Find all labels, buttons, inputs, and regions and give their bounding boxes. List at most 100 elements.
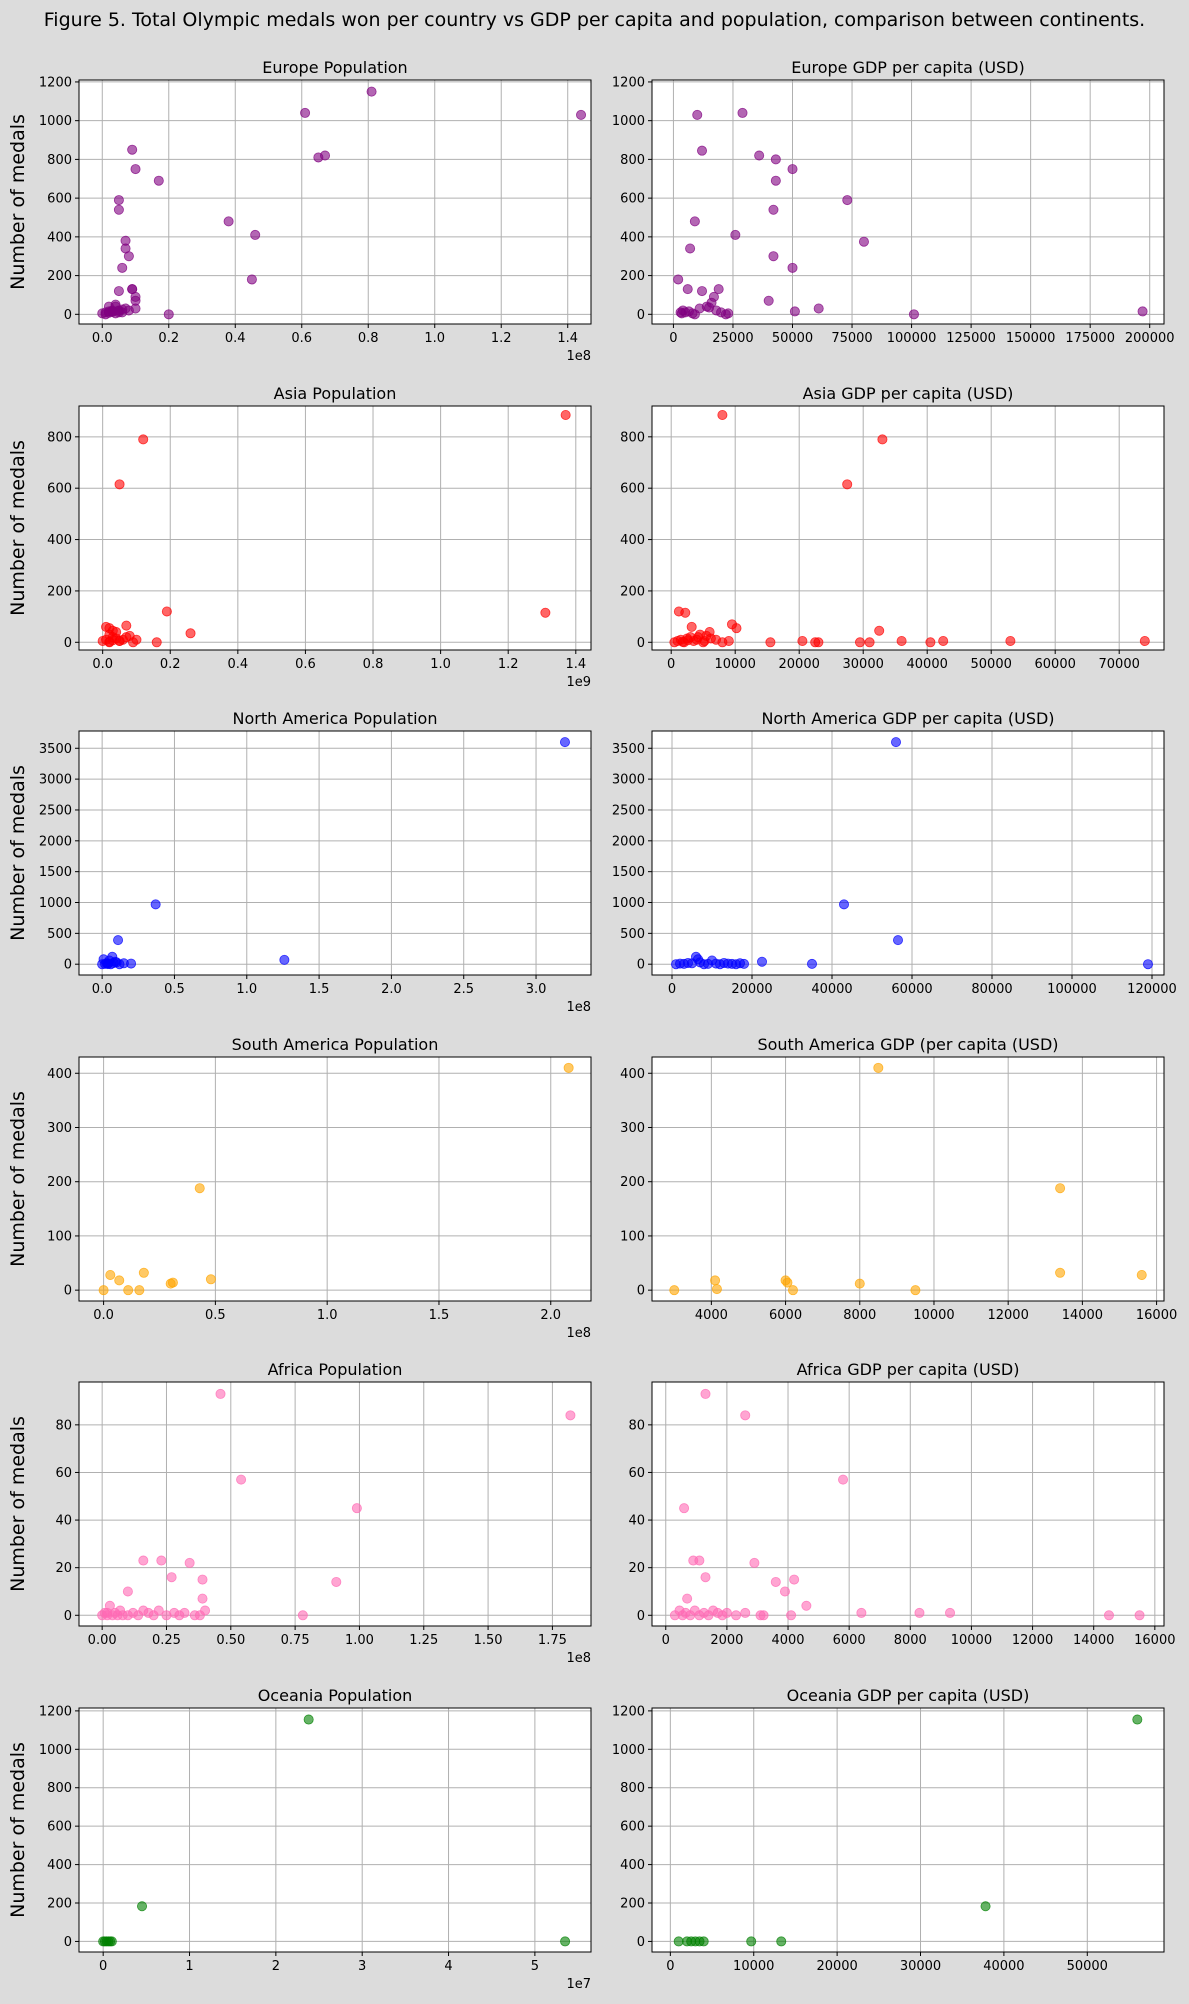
x-tick-label: 0.5 (205, 1308, 226, 1323)
y-tick-label: 100 (620, 1229, 645, 1244)
data-point (708, 291, 719, 302)
x-tick-label: 120000 (1127, 982, 1177, 997)
plot-area (652, 731, 1164, 975)
y-tick-label: 60 (628, 1466, 645, 1481)
data-point (854, 1278, 865, 1289)
y-tick-label: 300 (620, 1121, 645, 1136)
data-point (711, 1284, 722, 1295)
x-tick-label: 30000 (900, 1959, 941, 1974)
y-tick-label: 2500 (612, 803, 645, 818)
x-tick-label: 8000 (894, 1633, 927, 1648)
data-point (797, 636, 808, 647)
x-tick-label: 40000 (983, 1959, 1024, 1974)
x-tick-label: 1.0 (317, 1308, 338, 1323)
data-point (673, 1936, 684, 1947)
data-point (874, 625, 885, 636)
y-tick-label: 600 (47, 482, 72, 497)
y-tick-label: 600 (47, 192, 72, 207)
y-tick-label: 20 (628, 1561, 645, 1576)
x-tick-label: 0.0 (92, 982, 113, 997)
y-tick-label: 400 (620, 1858, 645, 1873)
data-points (669, 409, 1150, 648)
data-point (246, 274, 257, 285)
data-point (163, 309, 174, 320)
data-point (167, 1277, 178, 1288)
y-tick-label: 200 (47, 269, 72, 284)
data-point (856, 1607, 867, 1618)
data-point (694, 1555, 705, 1566)
x-tick-label: 0.75 (281, 1633, 310, 1648)
x-tick-label: 1.2 (498, 657, 519, 672)
plot-area (652, 80, 1164, 324)
data-point (138, 434, 149, 445)
data-points (97, 86, 587, 320)
y-axis-label: Number of medals (7, 440, 29, 616)
x-tick-label: 10000 (715, 657, 756, 672)
y-tick-label: 600 (47, 1820, 72, 1835)
x-offset-label: 1e8 (566, 1651, 591, 1666)
data-point (194, 1183, 205, 1194)
plot-area (79, 1708, 591, 1952)
x-tick-label: 50000 (772, 331, 813, 346)
data-point (113, 286, 124, 297)
x-tick-label: 6000 (769, 1308, 802, 1323)
y-tick-label: 1000 (612, 896, 645, 911)
data-point (807, 958, 818, 969)
plot-area (652, 1382, 1164, 1626)
data-point (669, 1285, 680, 1296)
y-tick-label: 100 (47, 1229, 72, 1244)
x-tick-label: 16000 (1134, 1633, 1175, 1648)
data-point (134, 1285, 145, 1296)
data-point (131, 634, 142, 645)
x-tick-label: 1.0 (424, 331, 445, 346)
y-tick-label: 200 (47, 1897, 72, 1912)
x-tick-label: 14000 (1073, 1633, 1114, 1648)
data-point (740, 1607, 751, 1618)
data-point (1137, 306, 1148, 317)
data-point (842, 479, 853, 490)
x-offset-label: 1e7 (566, 1977, 591, 1992)
data-point (858, 236, 869, 247)
plot-frame (78, 730, 592, 976)
y-tick-label: 60 (55, 1466, 72, 1481)
y-tick-label: 0 (637, 1935, 645, 1950)
y-tick-label: 1200 (612, 75, 645, 90)
data-point (980, 1901, 991, 1912)
data-point (153, 1605, 164, 1616)
data-point (150, 899, 161, 910)
x-tick-label: 16000 (1136, 1308, 1177, 1323)
x-tick-label: 4 (444, 1959, 452, 1974)
y-tick-label: 600 (620, 1820, 645, 1835)
data-point (697, 145, 708, 156)
data-point (184, 1557, 195, 1568)
plot-frame (78, 1381, 592, 1627)
data-point (692, 109, 703, 120)
data-points (97, 409, 571, 648)
data-point (731, 1610, 742, 1621)
y-tick-label: 40 (628, 1514, 645, 1529)
subplot-title: Oceania GDP per capita (USD) (787, 1686, 1030, 1705)
data-point (925, 637, 936, 648)
data-point (717, 409, 728, 420)
x-tick-label: 0.6 (291, 331, 312, 346)
data-point (1136, 1269, 1147, 1280)
x-tick-label: 1.75 (538, 1633, 567, 1648)
subplot-south-america-gdp-per-capita-usd: 4000 6000 8000 10000 12000 14000 16000 0 100 200 3… (620, 1035, 1177, 1323)
plot-area (652, 1057, 1164, 1301)
y-tick-label: 1200 (39, 1704, 72, 1719)
x-tick-label: 125000 (946, 331, 996, 346)
data-point (698, 1936, 709, 1947)
data-point (770, 175, 781, 186)
x-tick-label: 0 (667, 657, 675, 672)
data-point (873, 1062, 884, 1073)
x-tick-label: 1.50 (474, 1633, 503, 1648)
x-tick-label: 2000 (710, 1633, 743, 1648)
data-point (685, 243, 696, 254)
x-tick-label: 4000 (695, 1308, 728, 1323)
x-tick-label: 10000 (913, 1308, 954, 1323)
data-point (114, 479, 125, 490)
data-point (137, 1901, 148, 1912)
x-tick-label: 0.00 (88, 1633, 117, 1648)
data-point (161, 606, 172, 617)
x-tick-label: 175000 (1065, 331, 1115, 346)
